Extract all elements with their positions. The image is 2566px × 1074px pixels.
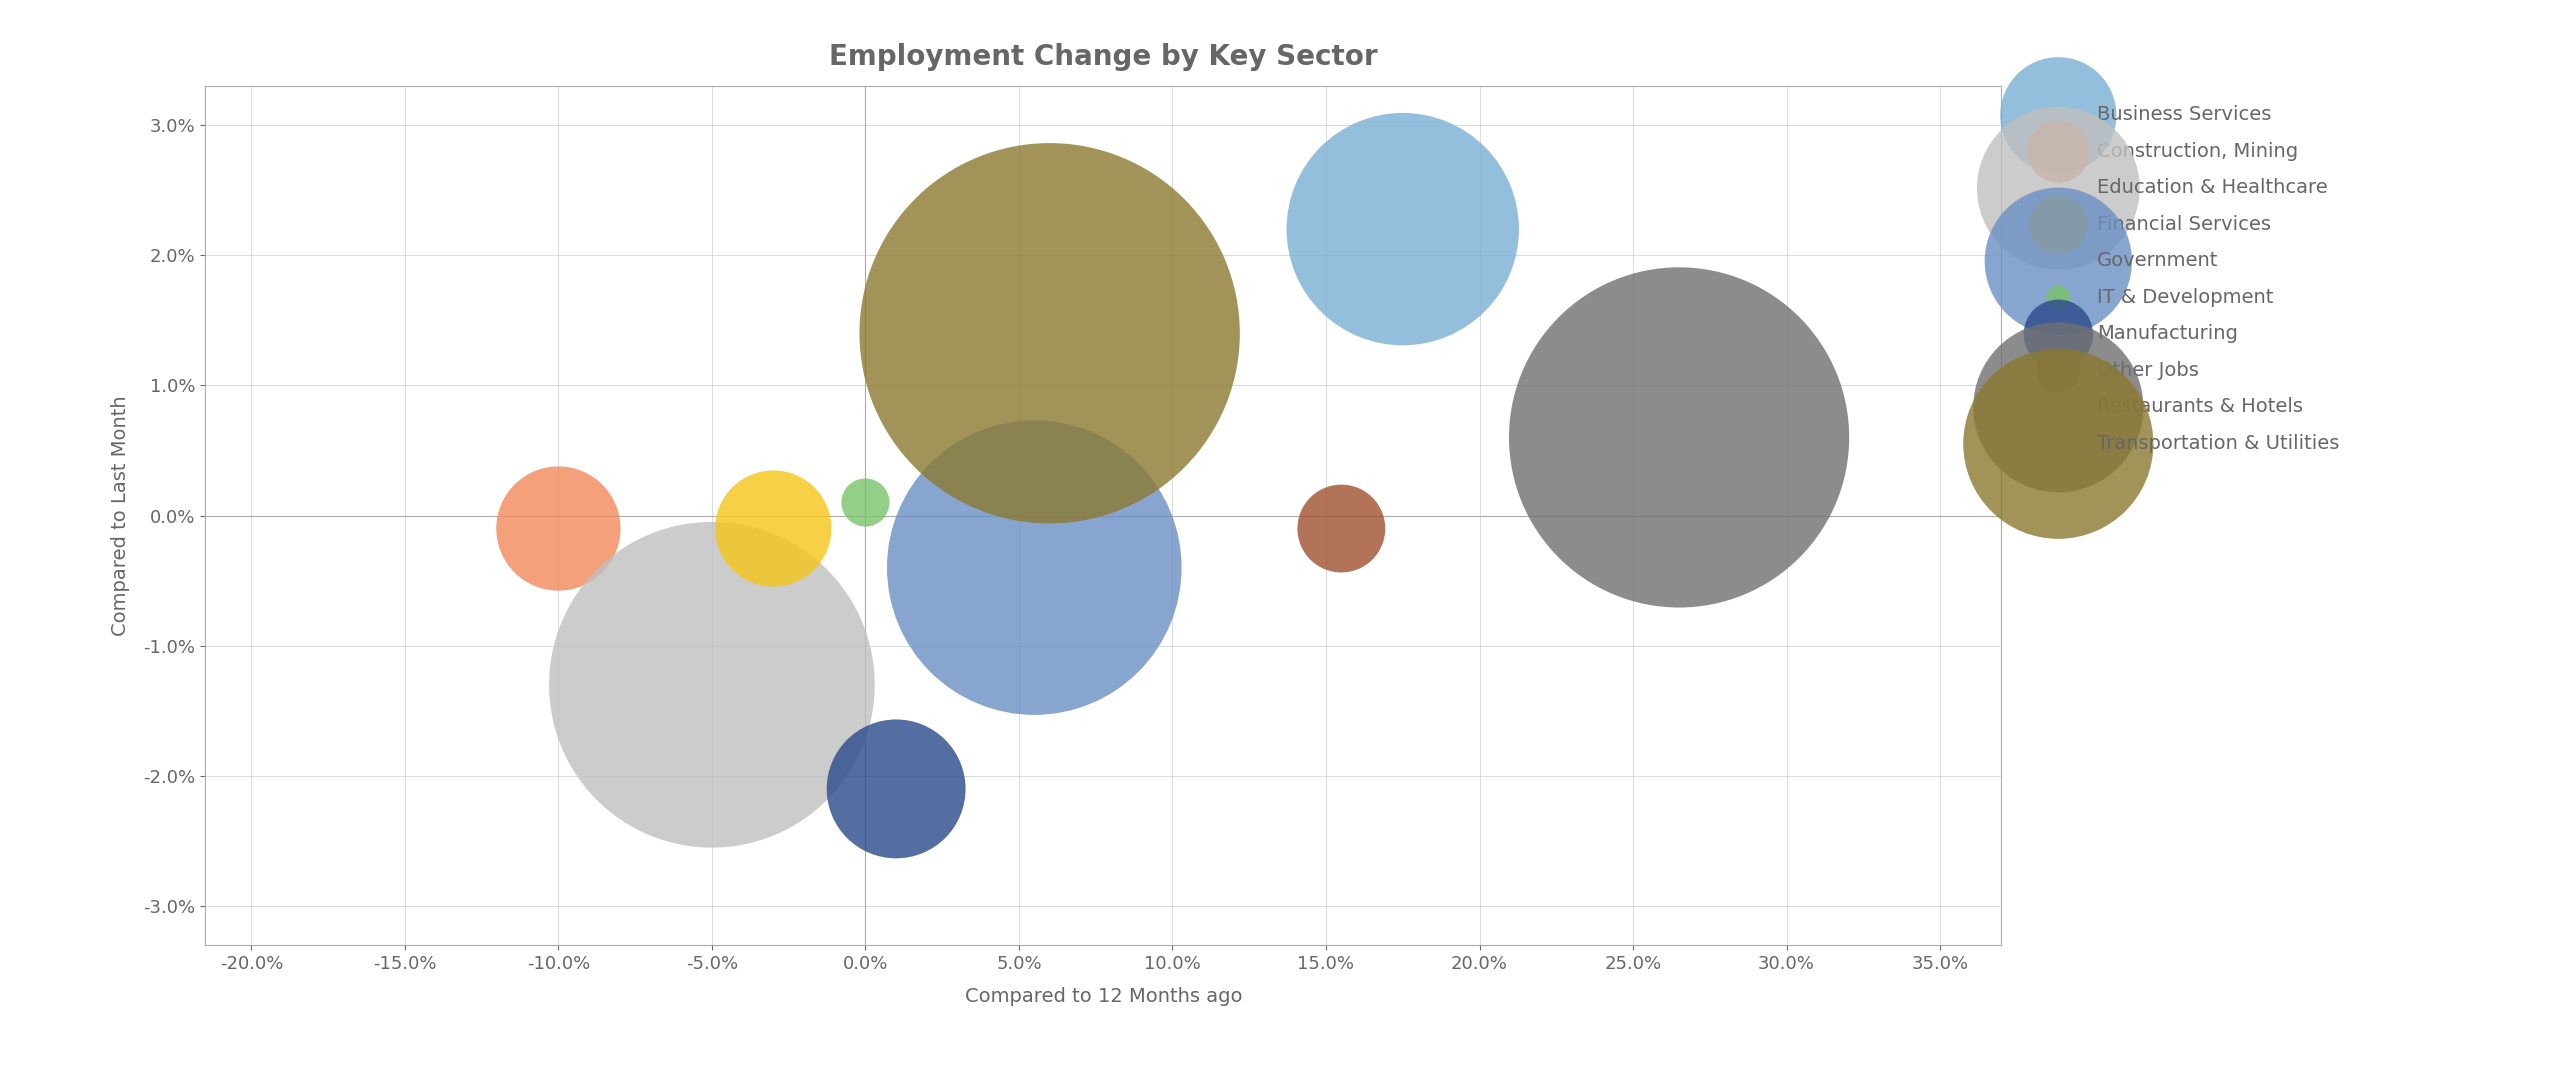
Government: [1014, 558, 1055, 576]
Business Services: [1383, 220, 1424, 237]
Manufacturing: [875, 781, 916, 798]
IT & Development: [844, 494, 885, 511]
Financial Services: [752, 520, 793, 537]
Restaurants & Hotels: [1658, 429, 1699, 446]
Legend: Business Services, Construction, Mining, Education & Healthcare, Financial Servi: Business Services, Construction, Mining,…: [2030, 96, 2350, 463]
Title: Employment Change by Key Sector: Employment Change by Key Sector: [829, 43, 1378, 71]
X-axis label: Compared to 12 Months ago: Compared to 12 Months ago: [965, 987, 1242, 1005]
Transportation & Utilities: [1029, 324, 1070, 342]
Other Jobs: [1321, 520, 1363, 537]
Y-axis label: Compared to Last Month: Compared to Last Month: [110, 395, 128, 636]
Education & Healthcare: [690, 677, 731, 694]
Construction, Mining: [539, 520, 580, 537]
